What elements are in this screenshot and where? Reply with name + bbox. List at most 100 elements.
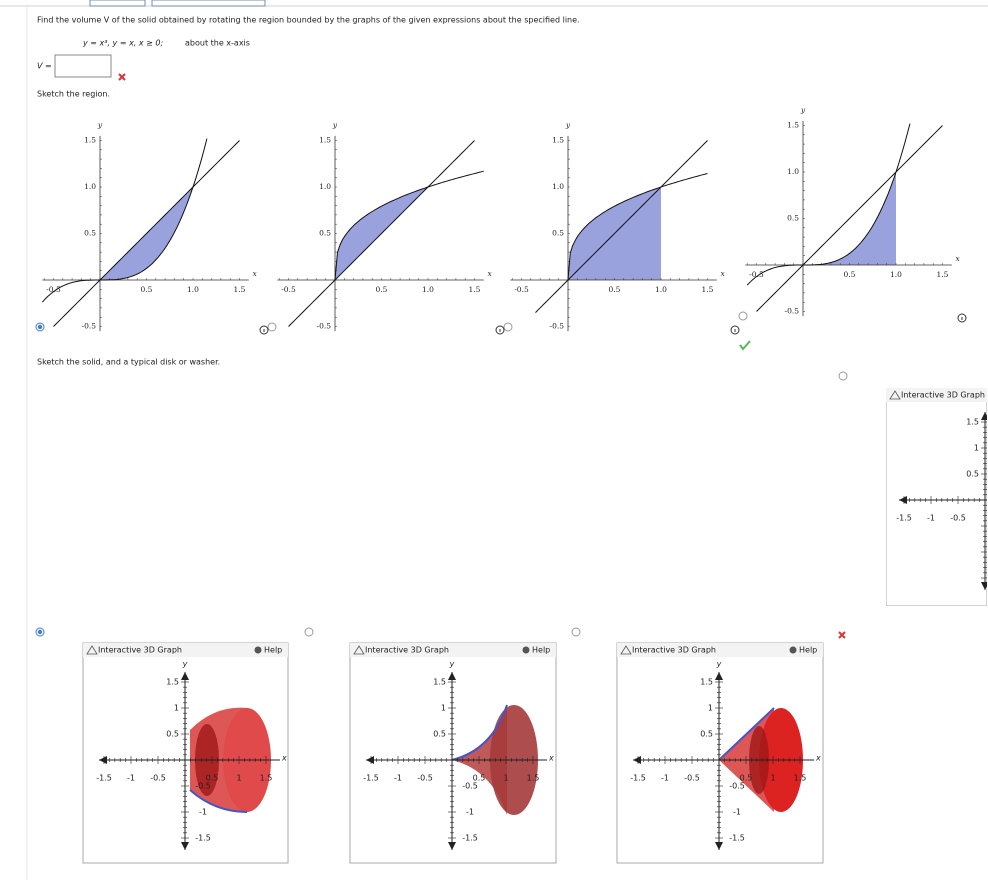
x-tick-label: 1.0 (890, 270, 902, 279)
x-tick-label: 1.5 (937, 270, 949, 279)
x-tick-label: -0.5 (684, 774, 700, 783)
graph-icon (86, 645, 98, 655)
z-tick-label: -1.5 (729, 834, 745, 843)
tab[interactable] (89, 0, 146, 7)
y-axis-label: y (332, 121, 338, 130)
x-tick-label: 1.5 (794, 774, 807, 783)
y-tick-label: 1.5 (433, 678, 446, 687)
answer-input[interactable] (54, 54, 112, 78)
y-tick-label: -0.5 (317, 322, 332, 331)
y-tick-label: 1.0 (787, 167, 799, 176)
curve (189, 789, 248, 813)
x-tick-label: -0.5 (281, 285, 296, 294)
radio-button[interactable] (838, 371, 848, 381)
x-tick-label: -0.5 (46, 285, 61, 294)
axis-spec: about the x-axis (185, 39, 250, 48)
panel-title: Interactive 3D Graph (901, 391, 985, 400)
region-prompt: Sketch the region. (37, 90, 110, 99)
help-link[interactable]: Help (532, 646, 550, 655)
z-tick-label: -1.5 (462, 834, 478, 843)
x-tick-label: -1.5 (630, 774, 646, 783)
x-tick-label: 1 (770, 774, 775, 783)
wrong-mark (118, 73, 126, 81)
y-tick-label: 1.5 (84, 136, 96, 145)
x-tick-label: 0.5 (473, 774, 486, 783)
x-tick-label: -1 (394, 774, 402, 783)
y-axis-label: y (800, 106, 806, 115)
z-tick-label: -1.5 (195, 834, 211, 843)
y-tick-label: 1.5 (319, 136, 331, 145)
panel-header (886, 388, 987, 402)
help-icon[interactable] (254, 646, 262, 654)
x-axis-label: x (253, 269, 258, 278)
tab[interactable] (151, 0, 266, 7)
x-tick-label: 1 (503, 774, 508, 783)
curve (334, 170, 484, 281)
panel-title: Interactive 3D Graph (98, 646, 182, 655)
radio-button[interactable] (304, 627, 314, 637)
graph-panel: Interactive 3D Graph 1.5 1 0.5 -1.5 -1 -0.5 (886, 388, 987, 606)
y-tick-label: -0.5 (785, 307, 800, 316)
x-tick-label: 0.5 (609, 285, 621, 294)
help-link[interactable]: Help (264, 646, 282, 655)
graph-panel: Interactive 3D Graph Help 1.5 1 0.5 -1.5 -1 -0.… (82, 642, 289, 864)
x-tick-label: -0.5 (514, 285, 529, 294)
x-tick-label: 0.5 (376, 285, 388, 294)
x-tick-label: -1 (661, 774, 669, 783)
y-tick-label: 1.5 (966, 418, 979, 427)
radio-button[interactable] (571, 627, 581, 637)
x-tick-label: -0.5 (150, 774, 166, 783)
x-tick-label: 0.5 (844, 270, 856, 279)
y-axis-label: y (716, 660, 722, 669)
x-axis-label: x (956, 254, 961, 263)
radio-button[interactable] (503, 322, 513, 332)
help-link[interactable]: Help (799, 646, 817, 655)
y-tick-label: 0.5 (84, 229, 96, 238)
y-tick-label: 1.0 (84, 182, 96, 191)
curve (567, 173, 708, 281)
check-mark (739, 340, 751, 351)
x-axis-label: x (281, 754, 287, 763)
x-tick-label: -1.5 (96, 774, 112, 783)
shaded-region (803, 172, 896, 265)
y-tick-label: -0.5 (82, 322, 97, 331)
radio-dot (37, 629, 43, 635)
z-tick-label: -1 (199, 808, 207, 817)
x-tick-label: 1.5 (469, 285, 481, 294)
graph-panel: Interactive 3D Graph Help 1.5 1 0.5 -1.5 -1 -0.… (616, 642, 824, 864)
panel-header (617, 643, 823, 657)
answer-label: V = (37, 62, 52, 71)
y-tick-label: 1 (441, 704, 446, 713)
x-tick-label: 1.0 (422, 285, 434, 294)
radio-button[interactable] (738, 311, 748, 321)
z-tick-label: -0.5 (729, 782, 745, 791)
x-tick-label: 1.0 (187, 285, 199, 294)
x-tick-label: 1.5 (234, 285, 246, 294)
help-icon[interactable] (522, 646, 530, 654)
radio-dot (37, 324, 43, 330)
help-icon[interactable] (789, 646, 797, 654)
y-tick-label: 1.5 (787, 121, 799, 130)
x-axis-label: x (548, 754, 554, 763)
x-tick-label: 0.5 (206, 774, 219, 783)
x-tick-label: 0.5 (740, 774, 753, 783)
curve (756, 125, 943, 312)
y-tick-label: 1 (174, 704, 179, 713)
x-axis-label: x (488, 269, 493, 278)
graph-icon (353, 645, 365, 655)
x-tick-label: -0.5 (749, 270, 764, 279)
y-axis-label: y (565, 121, 571, 130)
curve (41, 138, 208, 303)
x-tick-label: -0.5 (417, 774, 433, 783)
graph-icon (889, 390, 901, 400)
graph-icon (620, 645, 632, 655)
curve (53, 140, 240, 327)
y-axis-label: y (97, 121, 103, 130)
y-tick-label: -0.5 (550, 322, 565, 331)
x-tick-label: -1 (927, 514, 935, 523)
radio-button[interactable] (267, 322, 277, 332)
y-tick-label: 0.5 (787, 214, 799, 223)
expression: y = x³, y = x, x ≥ 0; (82, 39, 164, 48)
y-tick-label: 0.5 (166, 730, 179, 739)
